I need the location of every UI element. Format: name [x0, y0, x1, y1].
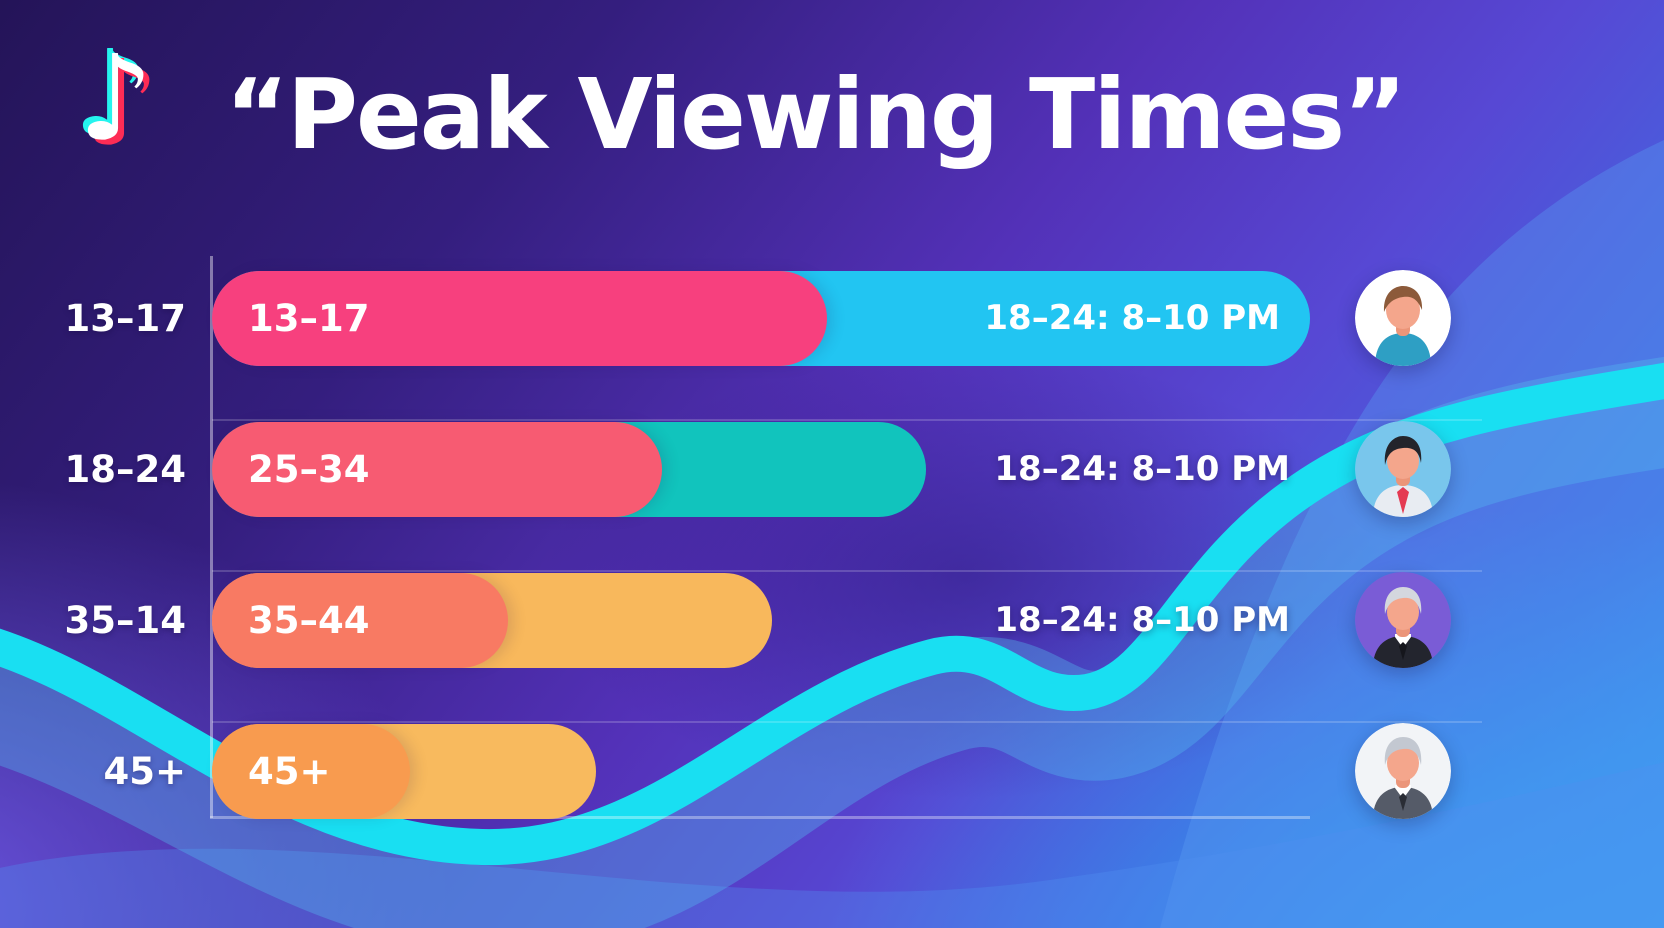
gridline-row4 — [212, 721, 1482, 723]
tiktok-logo: ♪ ♪ ♪ — [73, 29, 198, 178]
primary-bar: 35–44 — [212, 573, 509, 668]
time-label-row3: 18–24: 8–10 PM — [994, 600, 1290, 640]
gridline-row3 — [212, 570, 1482, 572]
primary-bar: 45+ — [212, 724, 410, 819]
page-title: “Peak Viewing Times” — [225, 58, 1407, 171]
bar-track: 45+ — [212, 724, 1310, 819]
avatar-senior-man-gray-suit — [1355, 723, 1451, 819]
x-axis-line — [210, 816, 1310, 819]
chart-row-45plus: 45+ 45+ — [0, 724, 1664, 819]
bar-label: 13–17 — [248, 297, 370, 340]
primary-bar: 13–17 — [212, 271, 827, 366]
chart-row-35-44: 35–14 35–44 — [0, 573, 1664, 668]
axis-label: 18–24 — [64, 448, 186, 491]
y-axis-line — [210, 256, 213, 818]
avatar-man-white-shirt-red-tie — [1355, 421, 1451, 517]
bottom-blue-band — [0, 762, 1664, 928]
tiktok-note-icon-cyan-layer: ♪ — [73, 24, 149, 162]
axis-label: 45+ — [103, 750, 187, 793]
chart-row-13-17: 13–17 18–24: 8–10 PM 13–17 — [0, 271, 1664, 366]
time-label: 18–24: 8–10 PM — [984, 298, 1280, 338]
bar-label: 45+ — [248, 750, 331, 793]
tiktok-note-icon: ♪ — [78, 29, 154, 167]
bar-label: 35–44 — [248, 599, 370, 642]
axis-label: 35–14 — [64, 599, 186, 642]
bar-label: 25–34 — [248, 448, 370, 491]
chart-row-18-24: 18–24 25–34 — [0, 422, 1664, 517]
time-label-row2: 18–24: 8–10 PM — [994, 449, 1290, 489]
gridline-row2 — [212, 419, 1482, 421]
avatar-young-man-teal-shirt — [1355, 270, 1451, 366]
bar-track: 25–34 — [212, 422, 1310, 517]
bar-track: 18–24: 8–10 PM 13–17 — [212, 271, 1310, 366]
axis-label: 13–17 — [64, 297, 186, 340]
avatar-older-man-dark-suit — [1355, 572, 1451, 668]
light-blue-band — [1160, 140, 1664, 928]
bar-track: 35–44 — [212, 573, 1310, 668]
primary-bar: 25–34 — [212, 422, 663, 517]
tiktok-note-icon-red-layer: ♪ — [84, 34, 160, 172]
